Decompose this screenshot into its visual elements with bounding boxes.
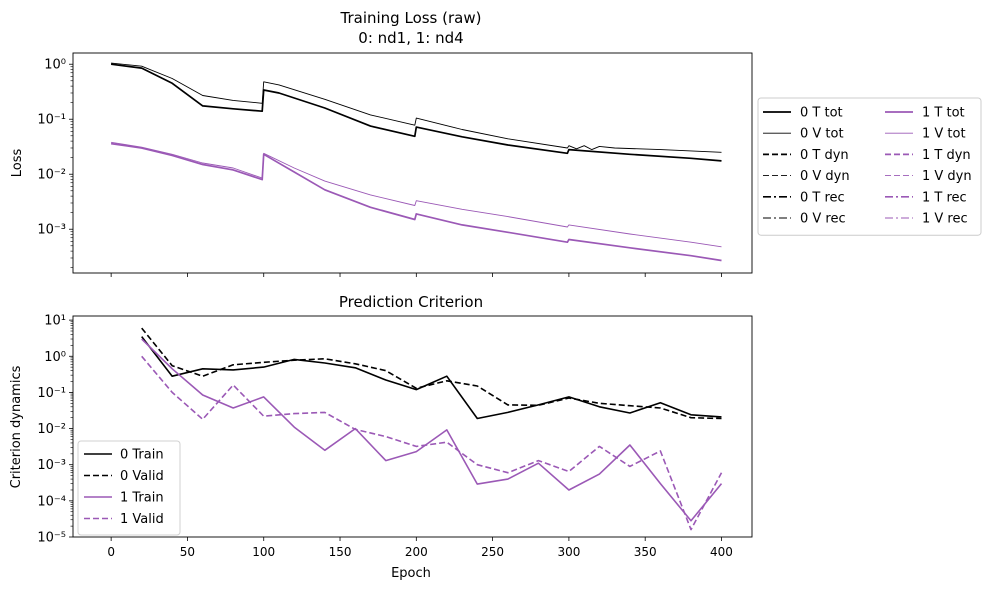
loss-chart: 10⁰ 10⁻¹ 10⁻² 10⁻³ 0 T tot 0 V tot 0 T dyn 0 V … [37, 52, 982, 277]
criterion-y-tick-label: 10⁻¹ [37, 386, 66, 401]
criterion-series-line-1-valid [141, 355, 723, 531]
loss-y-tick-label: 10⁻² [37, 168, 66, 183]
criterion-x-tick-label: 350 [634, 545, 657, 559]
loss-legend-label: 0 V tot [800, 127, 844, 142]
criterion-series-line-0-valid [141, 327, 722, 420]
loss-legend-label: 1 T rec [922, 190, 967, 205]
criterion-legend-box [77, 440, 181, 536]
loss-legend-label: 1 T dyn [922, 148, 971, 163]
criterion-chart: 10¹ 10⁰ 10⁻¹ 10⁻² 10⁻³ 10⁻⁴ 10⁻⁵ 0 50 100 150 200 25… [37, 314, 753, 559]
criterion-y-tick-label: 10⁻³ [37, 458, 66, 473]
criterion-x-tick-label: 300 [557, 545, 580, 559]
criterion-x-tick-label: 150 [329, 545, 352, 559]
loss-y-tick-label: 10⁰ [44, 58, 66, 73]
top-chart-title-line1: Training Loss (raw) [340, 9, 482, 27]
loss-legend-label: 0 T tot [800, 106, 843, 121]
loss-series-line-0-t-tot [110, 63, 722, 162]
criterion-y-tick-label: 10⁻⁴ [37, 494, 66, 509]
criterion-legend-label: 0 Train [120, 448, 164, 463]
loss-legend-box [757, 97, 982, 236]
loss-legend-label: 0 T rec [800, 190, 845, 205]
bottom-y-axis-label: Criterion dynamics [9, 365, 24, 488]
loss-y-tick-label: 10⁻³ [37, 223, 66, 238]
bottom-chart-title: Prediction Criterion [339, 293, 483, 311]
criterion-y-tick-label: 10⁻² [37, 422, 66, 437]
top-chart-title-line2: 0: nd1, 1: nd4 [358, 29, 463, 47]
criterion-axes-frame [72, 315, 753, 538]
loss-legend-label: 0 V rec [800, 212, 846, 227]
loss-series-group [110, 62, 722, 262]
loss-series-line-1-v-tot [111, 141, 722, 248]
top-y-axis-label: Loss [10, 149, 25, 178]
criterion-legend-label: 0 Valid [120, 469, 164, 484]
criterion-legend-label: 1 Train [120, 491, 164, 506]
criterion-x-tick-label: 0 [107, 545, 115, 559]
loss-y-tick-label: 10⁻¹ [37, 113, 66, 128]
loss-series-line-1-t-tot [110, 142, 722, 262]
criterion-series-group [141, 327, 723, 531]
criterion-y-tick-label: 10¹ [44, 314, 66, 329]
loss-legend-label: 1 V rec [922, 212, 968, 227]
criterion-legend-label: 1 Valid [120, 512, 164, 527]
criterion-x-tick-label: 400 [710, 545, 733, 559]
loss-legend-label: 1 V dyn [922, 169, 972, 184]
criterion-series-line-0-train [141, 336, 722, 420]
criterion-x-tick-label: 100 [252, 545, 275, 559]
criterion-x-tick-label: 50 [180, 545, 195, 559]
loss-series-line-0-v-tot [111, 62, 722, 153]
criterion-x-tick-label: 200 [405, 545, 428, 559]
criterion-series-line-1-train [141, 338, 723, 522]
loss-legend-label: 0 V dyn [800, 169, 850, 184]
loss-legend-label: 1 V tot [922, 127, 966, 142]
loss-axes-frame [72, 52, 753, 274]
criterion-y-tick-label: 10⁻⁵ [37, 531, 66, 546]
criterion-y-tick-label: 10⁰ [44, 350, 66, 365]
x-axis-label: Epoch [391, 566, 431, 581]
plot-area: 10⁰ 10⁻¹ 10⁻² 10⁻³ 0 T tot 0 V tot 0 T dyn 0 V … [37, 52, 982, 559]
loss-legend-label: 0 T dyn [800, 148, 849, 163]
loss-legend-label: 1 T tot [922, 106, 965, 121]
criterion-x-tick-label: 250 [481, 545, 504, 559]
